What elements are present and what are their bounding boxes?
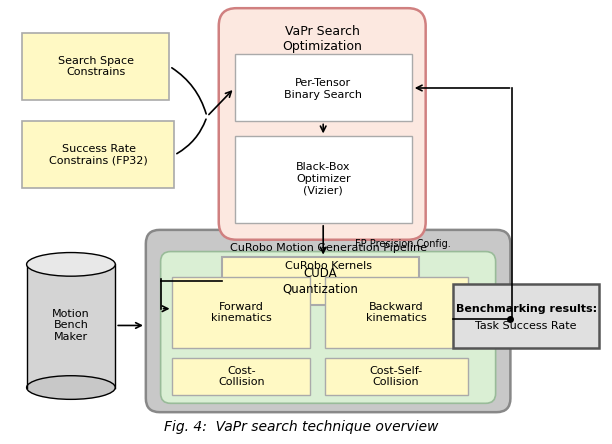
- Text: FP Precision Config.: FP Precision Config.: [355, 239, 450, 249]
- Text: Per-Tensor
Binary Search: Per-Tensor Binary Search: [284, 78, 362, 100]
- Bar: [234, 136, 412, 223]
- Bar: [21, 33, 170, 100]
- Text: Backward
kinematics: Backward kinematics: [366, 302, 427, 323]
- Ellipse shape: [26, 253, 115, 276]
- Text: Cost-Self-
Collision: Cost-Self- Collision: [370, 366, 423, 388]
- Text: CuRobo Motion Generation Pipeline: CuRobo Motion Generation Pipeline: [230, 243, 427, 253]
- Text: CuRobo Kernels: CuRobo Kernels: [285, 262, 371, 271]
- Bar: [325, 277, 468, 348]
- Bar: [325, 358, 468, 396]
- Text: Success Rate
Constrains (FP32): Success Rate Constrains (FP32): [49, 144, 148, 166]
- Text: Cost-
Collision: Cost- Collision: [218, 366, 265, 388]
- Bar: [21, 122, 174, 189]
- Text: Benchmarking results:: Benchmarking results:: [455, 304, 597, 314]
- Text: VaPr Search
Optimization: VaPr Search Optimization: [282, 25, 362, 53]
- Text: Fig. 4:  VaPr search technique overview: Fig. 4: VaPr search technique overview: [165, 420, 439, 434]
- Bar: [173, 277, 310, 348]
- Text: CUDA
Quantization: CUDA Quantization: [282, 267, 358, 295]
- Text: Search Space
Constrains: Search Space Constrains: [58, 56, 133, 77]
- FancyBboxPatch shape: [146, 230, 510, 412]
- Bar: [26, 264, 115, 388]
- Ellipse shape: [26, 376, 115, 399]
- Text: Task Success Rate: Task Success Rate: [476, 321, 577, 331]
- Bar: [173, 358, 310, 396]
- FancyBboxPatch shape: [160, 252, 496, 403]
- Text: Forward
kinematics: Forward kinematics: [211, 302, 272, 323]
- Text: Black-Box
Optimizer
(Vizier): Black-Box Optimizer (Vizier): [296, 162, 351, 195]
- FancyBboxPatch shape: [218, 8, 426, 240]
- Bar: [222, 258, 419, 305]
- Bar: [453, 284, 599, 348]
- Text: Motion
Bench
Maker: Motion Bench Maker: [52, 309, 90, 342]
- Bar: [234, 55, 412, 122]
